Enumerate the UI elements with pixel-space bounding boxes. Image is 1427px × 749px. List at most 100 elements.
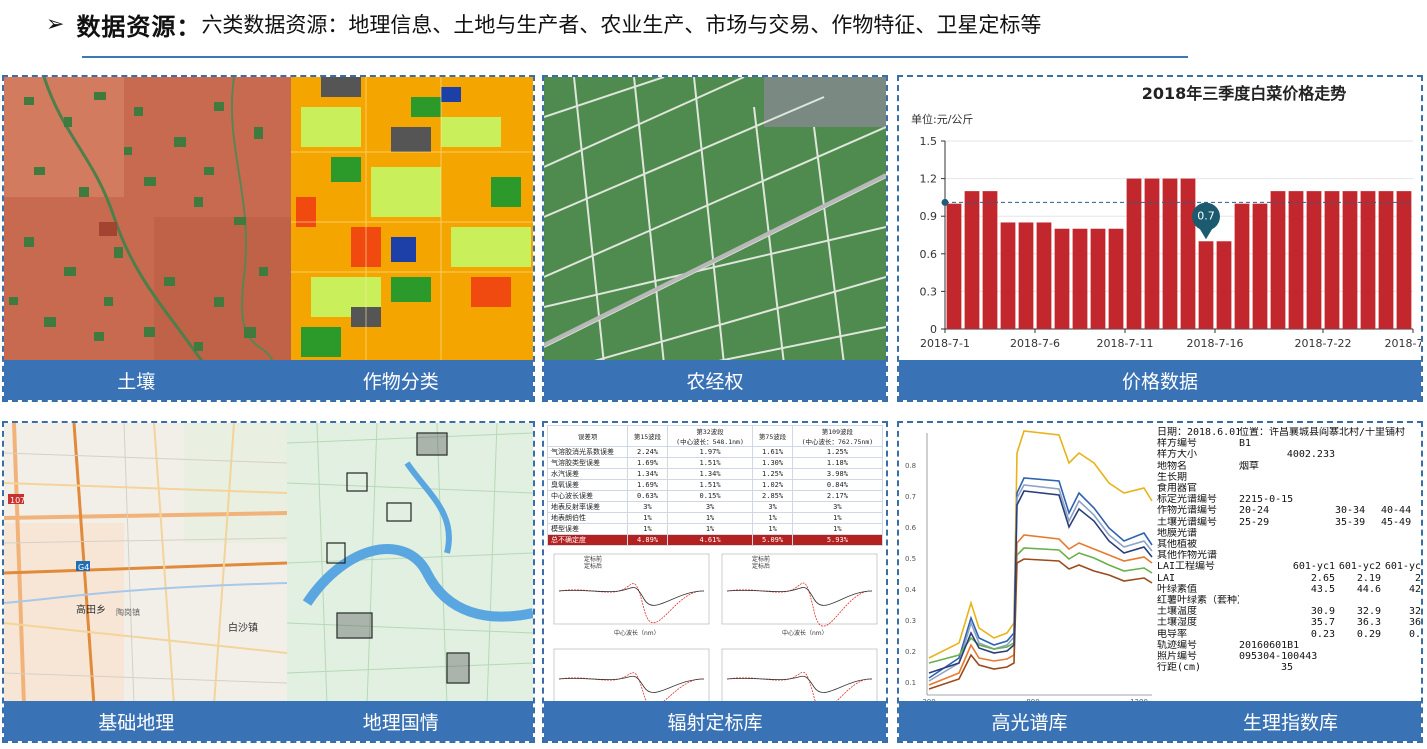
sheet-row: 食用器官 [1157,483,1421,494]
table-cell: 1% [791,523,884,535]
sheet-cell [1239,595,1335,606]
sheet-cell [1381,472,1421,483]
sheet-cell: 35-39 [1335,516,1366,528]
caption-land-rights: 农经权 [686,370,744,393]
price-bar [982,191,998,329]
table-cell: 2.24% [627,446,668,458]
table-cell: 5.93% [791,534,884,546]
sheet-cell [1381,550,1421,561]
table-header-cell: 第15波段 [627,425,668,447]
table-cell: 中心波长误差 [546,490,629,502]
panel-caption-bar: 辐射定标库 [544,701,886,741]
sheet-cell: 095304-100443 [1239,651,1318,663]
table-cell: 4.61% [666,534,754,546]
table-cell: 1% [791,512,884,524]
panel-caption-bar: 价格数据 [899,360,1421,400]
table-cell: 3.98% [791,468,884,480]
plot-xlabel: 中心波长（nm） [614,629,660,637]
price-bar [1270,191,1286,329]
sheet-cell: 烟草 [1239,460,1259,472]
sheet-cell [1335,539,1381,550]
radiometric-error-plots: 中心波长（nm） 中心波长（nm） 定标前 定标后 定标前 定标后 [553,553,878,709]
sheet-cell: B1 [1239,438,1252,450]
sheet-cell: 601-yc [1384,561,1421,573]
table-cell: 2.17% [791,490,884,502]
price-bar [1324,191,1340,329]
sheet-cell: 生长期 [1157,471,1187,483]
radiometric-error-table: 误差项 第15波段 第32波段 (中心波长：548.1nm) 第75波段 第109波段 … [546,425,884,546]
sheet-cell: 2.19 [1356,572,1381,584]
sheet-cell: 44.6 [1356,583,1381,595]
table-cell: 总不确定度 [546,534,629,546]
sheet-cell [1381,662,1421,673]
table-cell: 5.09% [752,534,793,546]
sheet-cell [1239,539,1335,550]
header-description: 六类数据资源：地理信息、土地与生产者、农业生产、市场与交易、作物特征、卫星定标等 [201,13,1042,37]
sheet-cell [1239,472,1335,483]
sheet-cell: LAI工程编号 [1157,561,1216,573]
sheet-cell: 样方编号 [1157,438,1197,450]
y-tick-label: 0.5 [905,555,916,563]
table-cell: 地表朗伯性 [546,512,629,524]
price-bar [1054,228,1070,329]
sheet-row: 作物光谱编号 20-24 30-34 40-44 [1157,505,1421,516]
sheet-cell [1335,483,1381,494]
table-row: 模型误差 1% 1% 1% 1% [546,523,884,535]
panel-price: 2018年三季度白菜价格走势 单位:元/公斤 0 0.3 0.6 0.9 1.2 1.5 0… [897,75,1423,402]
price-bar [1126,178,1142,329]
table-cell: 1.25% [791,446,884,458]
map-label-g4: G4 [78,563,89,572]
sheet-row: 地膜光谱 [1157,528,1421,539]
sheet-cell: 20160601B1 [1239,639,1300,651]
sheet-cell: 叶绿素值 [1157,583,1197,595]
table-cell: 1% [666,512,754,524]
price-bar [964,191,980,329]
sheet-cell: 45-49 [1381,516,1412,528]
table-cell: 1.69% [627,479,668,491]
sheet-cell: 43.5 [1310,583,1335,595]
table-cell: 水汽误差 [546,468,629,480]
table-cell: 3% [627,501,668,513]
table-cell: 3% [752,501,793,513]
table-header-cell: 第109波段 (中心波长：762.75nm) [791,425,884,447]
annotation-label: 0.7 [1197,209,1215,222]
sheet-cell [1381,483,1421,494]
sheet-cell [1335,595,1381,606]
y-tick-label: 0.3 [920,285,938,298]
price-bar [1108,228,1124,329]
sheet-cell [1335,528,1381,539]
crop-classification-image [291,77,533,364]
table-header-cell: 第75波段 [752,425,793,447]
y-tick-label: 0.8 [905,462,916,470]
basic-map-image: 107 G4 高田乡 陶岗镇 白沙镇 [4,423,287,705]
caption-hyperspectral-library: 高光谱库 [991,711,1068,734]
x-tick-label: 2018-7-1 [920,337,970,350]
sheet-cell [1381,449,1421,460]
price-bar [1396,191,1412,329]
table-cell: 1% [752,512,793,524]
sheet-row: LAI工程编号 601-yc1 601-yc2 601-yc [1157,561,1421,572]
price-bar [1000,222,1016,329]
sheet-row: 电导率 0.23 0.29 0. [1157,629,1421,640]
panel-caption-bar: 高光谱库 生理指数库 [899,701,1421,741]
table-row: 水汽误差 1.34% 1.34% 1.25% 3.98% [546,468,884,480]
caption-crop-classification: 作物分类 [362,370,439,393]
geo-census-image [287,423,533,705]
sheet-row: 标定光谱编号 2215-0-15 [1157,494,1421,505]
sheet-cell: 食用器官 [1157,483,1197,495]
y-tick-label: 0.7 [905,493,916,501]
legend-after: 定标后 [752,562,770,570]
table-cell: 4.89% [627,534,668,546]
caption-basic-geography: 基础地理 [98,711,175,734]
panel-caption-bar: 土壤 作物分类 [4,360,533,400]
table-cell: 2.85% [752,490,793,502]
sheet-row: 轨迹编号 20160601B1 [1157,640,1421,651]
page-header: ➢ 数据资源： 六类数据资源：地理信息、土地与生产者、农业生产、市场与交易、作物… [46,6,1041,42]
sheet-cell: 土壤温度 [1157,606,1197,618]
table-row: 气溶胶消光系数误差 2.24% 1.97% 1.61% 1.25% [546,446,884,458]
panel-hyperspectral: 0.10.20.30.40.50.60.70.8 3008001300 日期：2… [897,421,1423,743]
caption-price-data: 价格数据 [1121,370,1198,393]
table-row: 地表反射率误差 3% 3% 3% 3% [546,501,884,513]
table-cell: 1.34% [666,468,754,480]
plot-xlabel: 中心波长（nm） [782,629,828,637]
